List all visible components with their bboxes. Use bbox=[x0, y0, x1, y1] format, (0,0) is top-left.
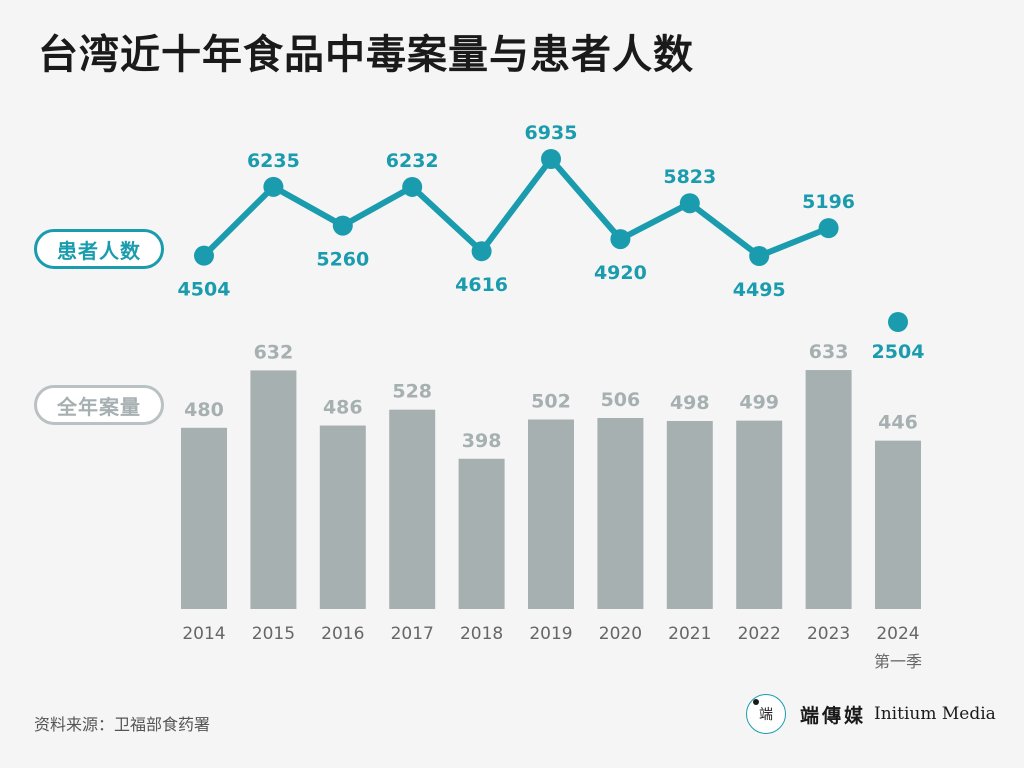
x-tick-sublabel-2024: 第一季 bbox=[874, 652, 922, 671]
logo-mark-glyph: 端 bbox=[759, 707, 773, 723]
patients-line bbox=[201, 156, 832, 259]
x-tick-label-2018: 2018 bbox=[460, 624, 503, 644]
logo-name-english: Initium Media bbox=[874, 704, 996, 724]
x-tick-label-2017: 2017 bbox=[391, 624, 434, 644]
patients-point-2021 bbox=[679, 193, 700, 214]
bar-value-label-2020: 506 bbox=[601, 389, 641, 411]
bar-value-label-2016: 486 bbox=[323, 397, 363, 419]
patients-point-2016 bbox=[332, 215, 353, 236]
x-tick-label-2022: 2022 bbox=[738, 624, 781, 644]
bar-2019 bbox=[528, 419, 574, 609]
x-tick-label-2023: 2023 bbox=[807, 624, 850, 644]
patients-value-label-2022: 4495 bbox=[733, 279, 786, 301]
logo-icon: 端 bbox=[746, 694, 786, 734]
bar-2022 bbox=[736, 420, 783, 609]
x-tick-label-2021: 2021 bbox=[668, 624, 711, 644]
patients-value-label-2019: 6935 bbox=[525, 122, 578, 144]
patients-point-2023 bbox=[818, 218, 839, 239]
patients-value-label-2016: 5260 bbox=[316, 249, 369, 271]
patients-value-label-2017: 6232 bbox=[386, 150, 439, 172]
bar-value-label-2022: 499 bbox=[739, 392, 779, 414]
bar-2023 bbox=[805, 370, 852, 609]
bar-value-label-2021: 498 bbox=[670, 392, 710, 414]
chart-title: 台湾近十年食品中毒案量与患者人数 bbox=[38, 32, 694, 78]
patients-point-2019 bbox=[541, 149, 561, 169]
patients-value-label-2018: 4616 bbox=[455, 274, 508, 296]
bar-value-label-2014: 480 bbox=[184, 399, 224, 421]
patients-point-2014 bbox=[194, 245, 214, 266]
logo-name-chinese: 端傳媒 bbox=[800, 704, 867, 727]
bar-2014 bbox=[181, 427, 227, 609]
x-tick-label-2024: 2024 bbox=[876, 624, 919, 644]
bar-2015 bbox=[250, 370, 297, 609]
bar-value-label-2023: 633 bbox=[809, 341, 849, 363]
patients-value-label-2024: 2504 bbox=[872, 341, 925, 363]
bar-2024 bbox=[875, 440, 921, 609]
brand-logo: 端 端傳媒 Initium Media bbox=[746, 694, 996, 734]
x-tick-label-2020: 2020 bbox=[599, 624, 642, 644]
x-tick-label-2019: 2019 bbox=[529, 624, 572, 644]
bar-2016 bbox=[319, 425, 366, 609]
patients-value-label-2020: 4920 bbox=[594, 262, 647, 284]
patients-point-2018 bbox=[471, 241, 492, 262]
x-tick-label-2016: 2016 bbox=[321, 624, 364, 644]
bar-value-label-2024: 446 bbox=[878, 412, 918, 434]
patients-value-label-2021: 5823 bbox=[663, 166, 716, 188]
bar-value-label-2017: 528 bbox=[392, 381, 432, 403]
patients-series-label: 患者人数 bbox=[34, 229, 164, 269]
bar-value-label-2018: 398 bbox=[462, 430, 502, 452]
x-tick-label-2015: 2015 bbox=[252, 624, 295, 644]
patients-point-2020 bbox=[610, 229, 631, 250]
bar-value-label-2019: 502 bbox=[531, 390, 571, 412]
patients-value-label-2014: 4504 bbox=[178, 279, 231, 301]
patients-value-label-2015: 6235 bbox=[247, 150, 300, 172]
patients-point-2024 bbox=[888, 312, 908, 332]
patients-point-2022 bbox=[749, 246, 770, 266]
x-tick-label-2014: 2014 bbox=[182, 624, 225, 644]
patients-point-2015 bbox=[263, 176, 284, 197]
bar-2017 bbox=[389, 409, 436, 609]
patients-point-2017 bbox=[402, 176, 423, 197]
bar-2021 bbox=[666, 421, 713, 609]
source-note: 资料来源：卫福部食药署 bbox=[34, 715, 211, 734]
bar-value-label-2015: 632 bbox=[254, 341, 294, 363]
cases-series-label: 全年案量 bbox=[34, 385, 164, 425]
bar-2020 bbox=[597, 417, 644, 609]
bar-2018 bbox=[458, 458, 505, 609]
patients-value-label-2023: 5196 bbox=[802, 191, 855, 213]
